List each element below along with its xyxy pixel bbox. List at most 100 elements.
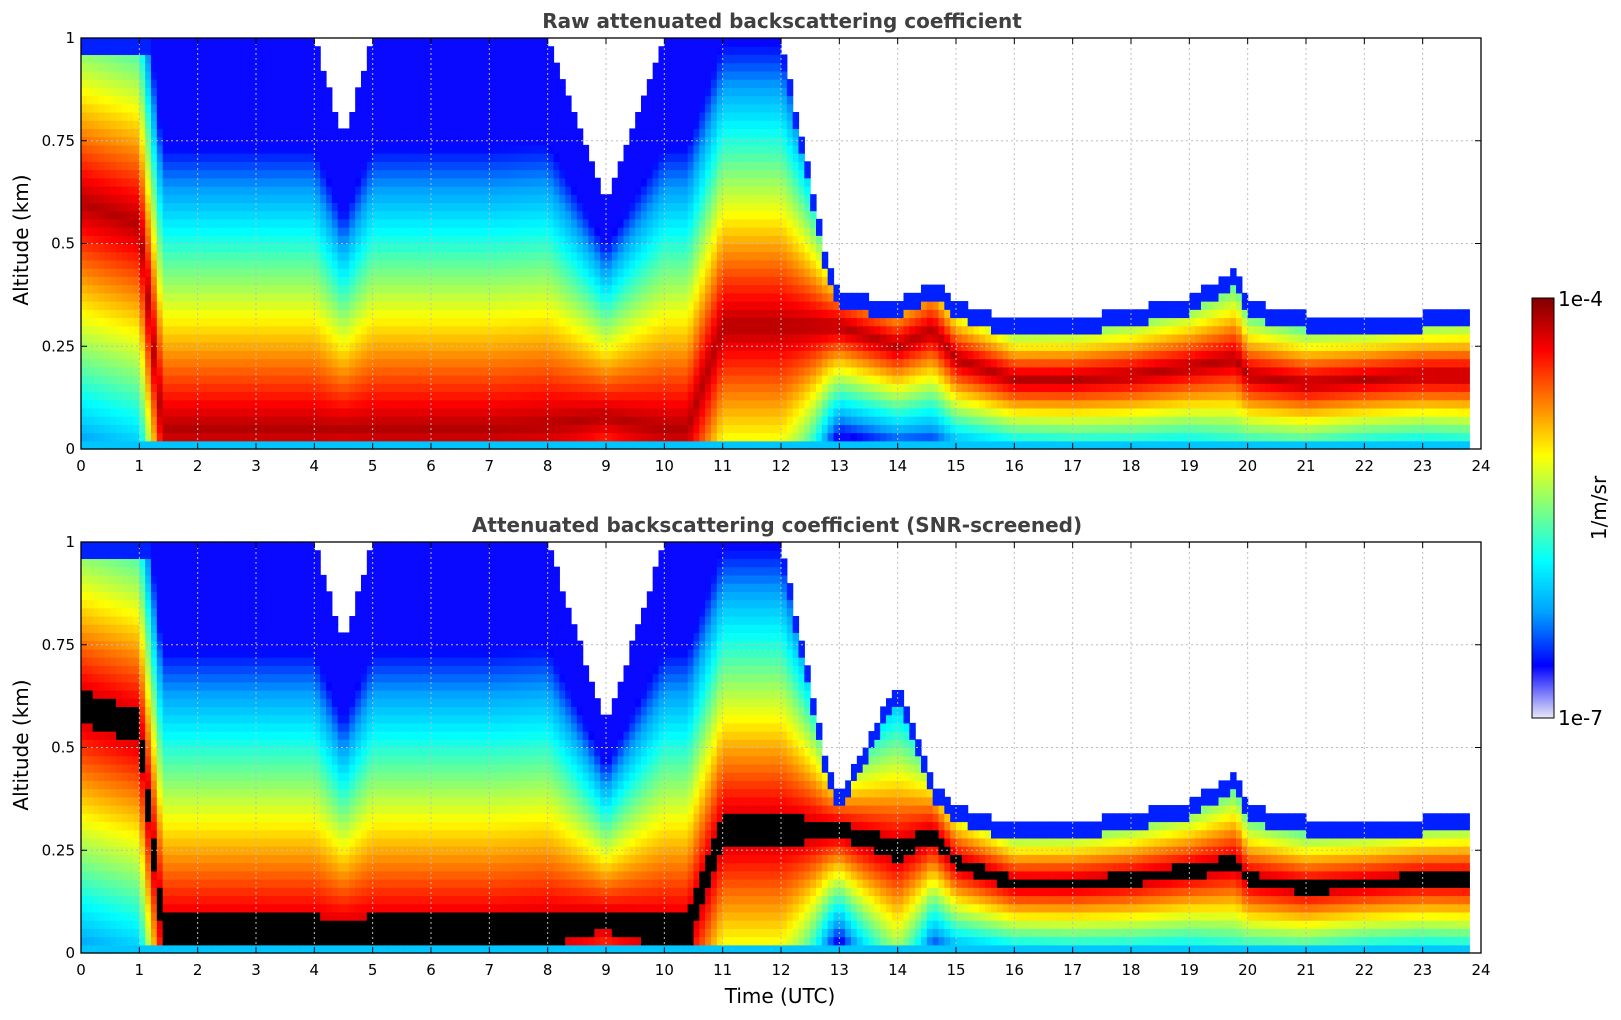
heatmap-cell xyxy=(296,391,304,401)
heatmap-cell xyxy=(448,185,455,195)
heatmap-cell xyxy=(611,407,619,417)
heatmap-cell xyxy=(215,95,222,105)
heatmap-cell xyxy=(506,62,514,72)
heatmap-cell xyxy=(396,259,403,269)
heatmap-cell xyxy=(489,268,496,277)
heatmap-cell xyxy=(291,391,298,401)
heatmap-cell xyxy=(623,144,630,154)
heatmap-cell xyxy=(267,292,275,302)
heatmap-cell xyxy=(168,194,175,203)
heatmap-cell xyxy=(372,185,380,195)
heatmap-cell xyxy=(104,128,111,138)
heatmap-cell xyxy=(215,79,222,88)
heatmap-cell xyxy=(296,358,304,368)
heatmap-cell xyxy=(559,153,566,162)
heatmap-cell xyxy=(600,391,607,401)
heatmap-cell xyxy=(541,350,549,360)
heatmap-cell xyxy=(291,87,298,97)
heatmap-cell xyxy=(541,268,549,277)
heatmap-cell xyxy=(541,111,549,121)
heatmap-cell xyxy=(448,416,455,425)
heatmap-cell xyxy=(186,391,193,401)
heatmap-cell xyxy=(279,391,286,401)
heatmap-cell xyxy=(226,391,234,401)
heatmap-cell xyxy=(670,317,677,327)
heatmap-cell xyxy=(396,210,403,220)
heatmap-cell xyxy=(670,235,677,245)
heatmap-cell xyxy=(518,399,525,409)
heatmap-cell xyxy=(326,432,333,442)
heatmap-cell xyxy=(296,259,304,269)
heatmap-cell xyxy=(98,54,105,64)
heatmap-cell xyxy=(390,276,397,286)
heatmap-cell xyxy=(314,202,321,212)
heatmap-cell xyxy=(442,251,450,261)
heatmap-cell xyxy=(349,202,356,212)
heatmap-cell xyxy=(600,251,607,261)
heatmap-cell xyxy=(431,87,438,97)
heatmap-cell xyxy=(530,111,537,121)
heatmap-cell xyxy=(664,399,671,409)
heatmap-cell xyxy=(676,407,683,417)
heatmap-cell xyxy=(110,325,117,335)
heatmap-cell xyxy=(203,391,210,401)
heatmap-cell xyxy=(425,391,432,401)
heatmap-cell xyxy=(139,54,146,64)
heatmap-cell xyxy=(133,210,140,220)
heatmap-cell xyxy=(419,87,426,97)
heatmap-cell xyxy=(378,120,385,130)
heatmap-cell xyxy=(121,111,129,121)
heatmap-cell xyxy=(326,440,333,450)
heatmap-cell xyxy=(413,276,420,286)
heatmap-cell xyxy=(110,79,117,88)
heatmap-cell xyxy=(477,301,485,310)
heatmap-cell xyxy=(664,62,671,72)
heatmap-cell xyxy=(261,202,269,212)
heatmap-cell xyxy=(244,259,251,269)
heatmap-cell xyxy=(547,268,555,277)
heatmap-cell xyxy=(588,210,595,220)
heatmap-cell xyxy=(226,169,234,179)
heatmap-cell xyxy=(524,177,531,187)
heatmap-cell xyxy=(331,358,339,368)
heatmap-cell xyxy=(425,210,432,220)
heatmap-cell xyxy=(191,366,199,376)
heatmap-cell xyxy=(116,292,123,302)
heatmap-cell xyxy=(86,309,94,319)
heatmap-cell xyxy=(466,375,473,384)
heatmap-cell xyxy=(133,144,140,154)
heatmap-cell xyxy=(186,399,193,409)
heatmap-cell xyxy=(658,424,665,434)
heatmap-cell xyxy=(431,120,438,130)
heatmap-cell xyxy=(203,309,210,319)
heatmap-cell xyxy=(110,342,117,351)
heatmap-cell xyxy=(652,333,660,343)
heatmap-cell xyxy=(641,432,648,442)
heatmap-cell xyxy=(238,144,245,154)
heatmap-cell xyxy=(331,202,339,212)
heatmap-cell xyxy=(401,194,409,203)
heatmap-cell xyxy=(536,136,543,146)
heatmap-cell xyxy=(466,38,473,47)
heatmap-cell xyxy=(244,375,251,384)
heatmap-cell xyxy=(151,95,158,105)
heatmap-cell xyxy=(244,399,251,409)
heatmap-cell xyxy=(471,309,479,319)
heatmap-cell xyxy=(320,120,327,130)
heatmap-cell xyxy=(267,317,275,327)
heatmap-cell xyxy=(133,120,140,130)
heatmap-cell xyxy=(571,342,578,351)
heatmap-cell xyxy=(641,136,648,146)
heatmap-cell xyxy=(582,317,590,327)
heatmap-cell xyxy=(471,391,479,401)
heatmap-cell xyxy=(401,169,409,179)
heatmap-cell xyxy=(384,62,391,72)
heatmap-cell xyxy=(460,169,467,179)
heatmap-cell xyxy=(401,424,409,434)
heatmap-cell xyxy=(419,202,426,212)
heatmap-cell xyxy=(687,317,695,327)
heatmap-cell xyxy=(361,366,368,376)
heatmap-cell xyxy=(127,301,135,310)
heatmap-cell xyxy=(221,46,228,56)
heatmap-cell xyxy=(681,284,689,294)
